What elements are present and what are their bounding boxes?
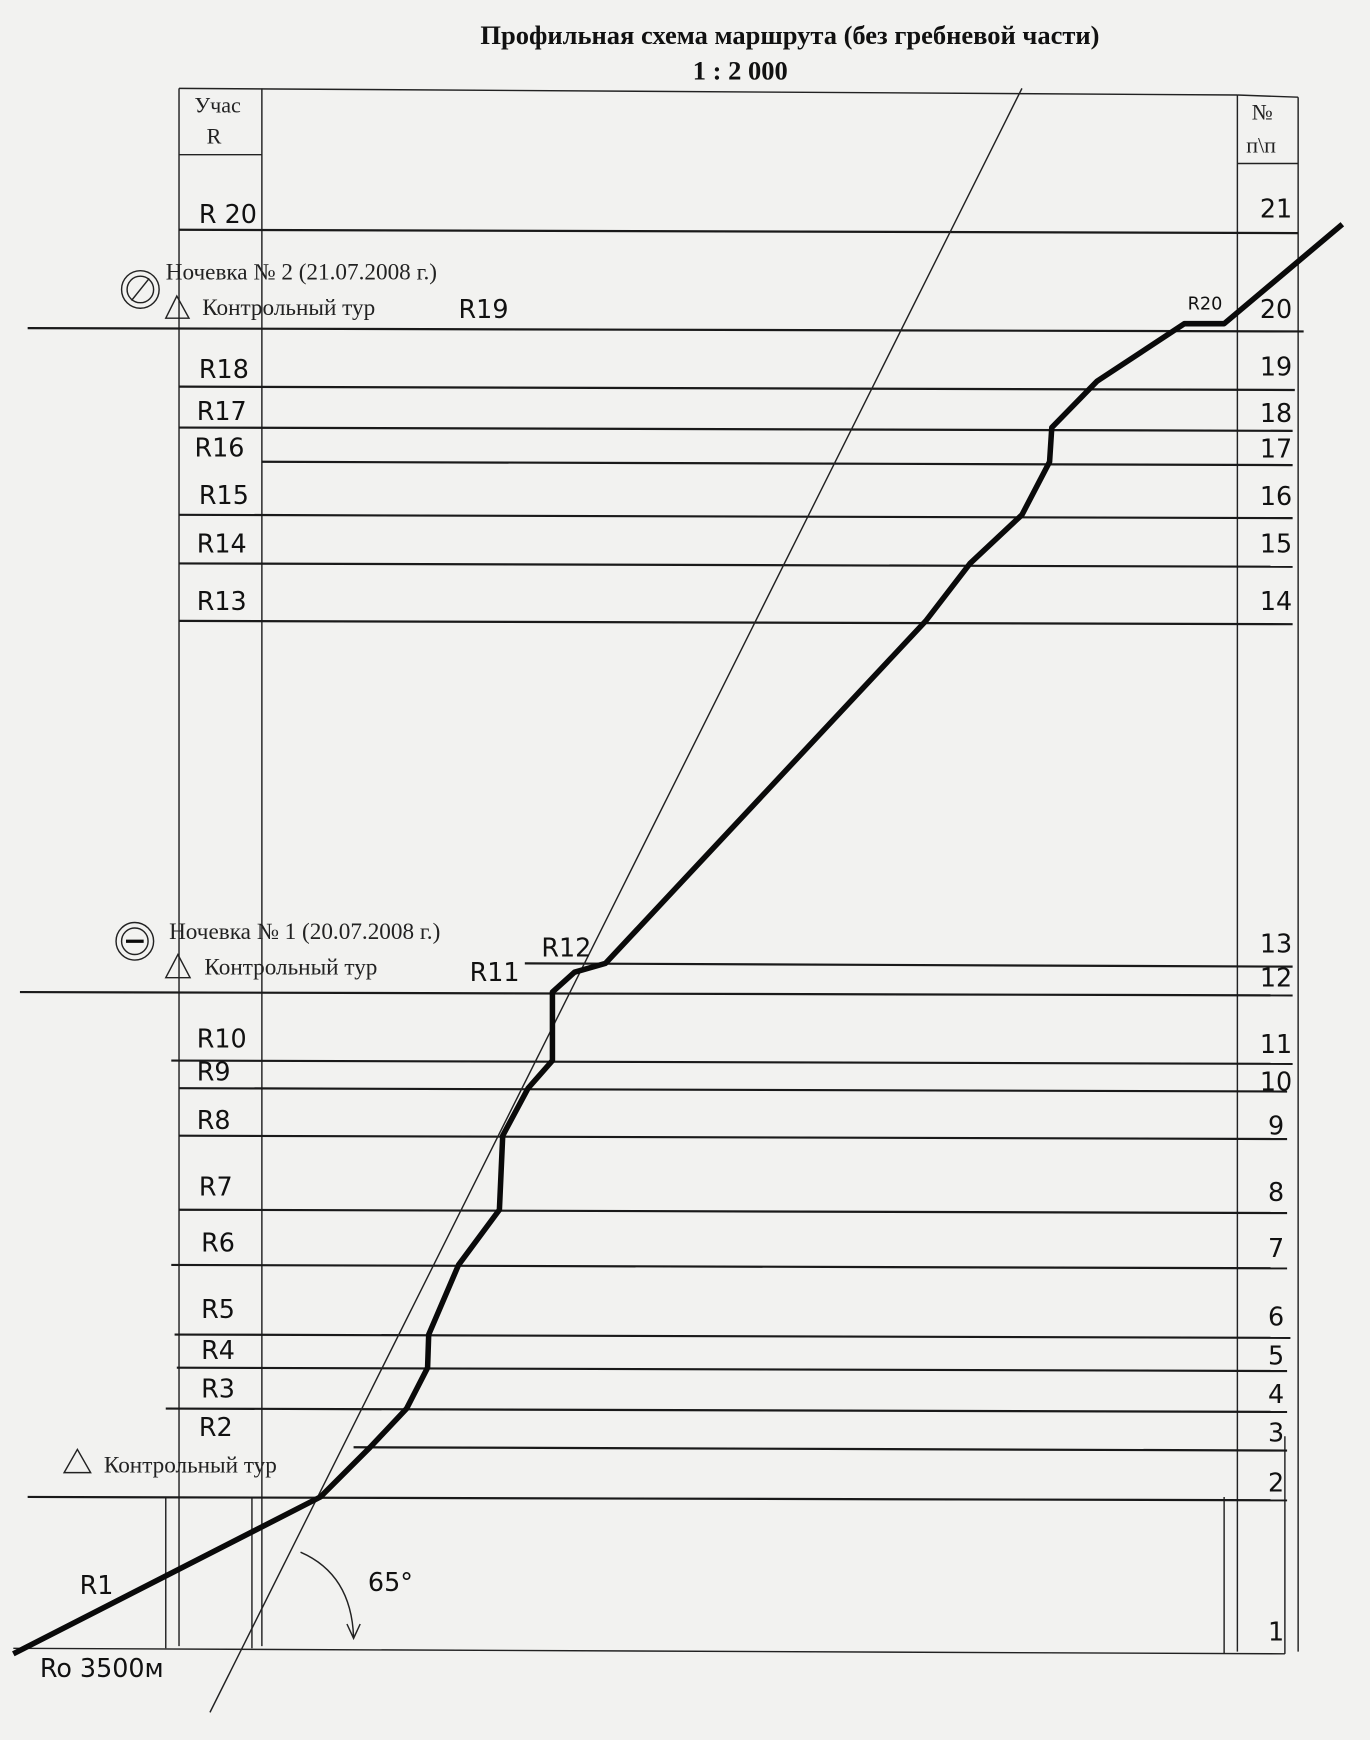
section-lines: [19, 228, 1304, 1502]
segment-label: R17: [197, 396, 247, 426]
control-tour-label-0: Контрольный тур: [104, 1453, 277, 1479]
slope-reference-line: [209, 88, 1023, 1713]
section-line: [171, 1263, 1288, 1270]
segment-label: R18: [199, 354, 249, 384]
row-number: 8: [1268, 1177, 1284, 1207]
row-number: 12: [1260, 963, 1292, 993]
section-line: [179, 228, 1299, 235]
right-header-line2: п\п: [1246, 132, 1276, 157]
segment-label: R7: [199, 1171, 233, 1201]
segment-label: R2: [199, 1412, 233, 1442]
row-number: 19: [1260, 352, 1292, 382]
angle-label: 65°: [368, 1567, 413, 1597]
row-number: 21: [1260, 194, 1292, 224]
row-number: 1: [1268, 1617, 1284, 1647]
segment-label: R6: [201, 1228, 235, 1258]
section-line: [179, 1134, 1288, 1141]
section-line: [524, 962, 1293, 968]
segment-label: R15: [199, 480, 249, 510]
segment-label: R13: [197, 586, 247, 616]
row-number: 6: [1268, 1302, 1284, 1332]
segment-label: R5: [201, 1294, 235, 1324]
section-line: [179, 385, 1295, 392]
section-line: [179, 1087, 1288, 1093]
scale-label: 1 : 2 000: [693, 56, 788, 86]
segment-label: R14: [197, 528, 247, 558]
row-number: 16: [1260, 481, 1292, 511]
segment-label: R12: [541, 933, 591, 963]
section-line: [261, 460, 1293, 467]
segment-label: R 20: [199, 199, 257, 229]
section-line: [174, 1333, 1291, 1339]
segment-label: R9: [197, 1056, 231, 1086]
section-line: [171, 1059, 1293, 1065]
section-line: [179, 562, 1293, 568]
section-line: [179, 513, 1293, 520]
row-number: 9: [1268, 1111, 1284, 1141]
row-number: 7: [1268, 1233, 1284, 1263]
section-line: [179, 1208, 1288, 1215]
row-number: 11: [1260, 1029, 1292, 1059]
row-number: 13: [1260, 928, 1292, 958]
control-tour-label-1: Контрольный тур: [204, 954, 377, 980]
triangle-icon: [62, 1448, 92, 1474]
row-number: 10: [1260, 1066, 1292, 1096]
segment-label: R20: [1188, 294, 1223, 314]
section-line: [165, 1407, 1288, 1413]
frame-line: [1237, 94, 1299, 98]
route-profile-line: [12, 222, 1345, 1657]
segment-label: R8: [197, 1105, 231, 1135]
row-number: 5: [1268, 1340, 1284, 1370]
row-number: 18: [1260, 398, 1292, 428]
frame: [13, 87, 1299, 1655]
bivouac-1-label: Ночевка № 1 (20.07.2008 г.): [169, 919, 440, 945]
circle-bar-icon: [115, 921, 155, 961]
bivouac-2-label: Ночевка № 2 (21.07.2008 г.): [166, 260, 437, 286]
left-header-line1: Учас: [194, 93, 241, 118]
segment-label: R19: [459, 294, 509, 324]
section-line: [19, 990, 1293, 997]
section-line: [27, 327, 1304, 333]
segment-label: R3: [201, 1374, 235, 1404]
row-number: 17: [1260, 433, 1292, 463]
section-line: [176, 1366, 1288, 1373]
segment-label: R11: [470, 957, 520, 987]
start-label: Ro 3500м: [40, 1653, 164, 1683]
section-line: [179, 619, 1293, 626]
row-number: 15: [1260, 528, 1292, 558]
segment-label: R4: [201, 1335, 235, 1365]
segment-label: R1: [80, 1570, 114, 1600]
frame-line: [13, 1647, 1285, 1655]
triangle-icon: [164, 294, 191, 319]
diagram-title: Профильная схема маршрута (без гребневой…: [480, 20, 1099, 50]
frame-line: [179, 87, 1238, 96]
control-tour-label-2: Контрольный тур: [202, 295, 375, 321]
row-number: 2: [1268, 1467, 1284, 1497]
segment-label: R16: [194, 432, 244, 462]
section-line: [353, 1446, 1288, 1452]
section-line: [27, 1495, 1288, 1502]
row-number: 20: [1260, 294, 1292, 324]
right-header-line1: №: [1252, 99, 1273, 124]
row-number: 3: [1268, 1418, 1284, 1448]
angle-arc-icon: [300, 1551, 361, 1641]
section-line: [179, 426, 1293, 432]
row-number: 4: [1268, 1379, 1284, 1409]
row-number: 14: [1260, 586, 1292, 616]
triangle-icon: [164, 952, 192, 979]
circle-slash-icon: [120, 269, 160, 309]
segment-label: R10: [197, 1023, 247, 1053]
left-header-line2: R: [207, 124, 222, 149]
